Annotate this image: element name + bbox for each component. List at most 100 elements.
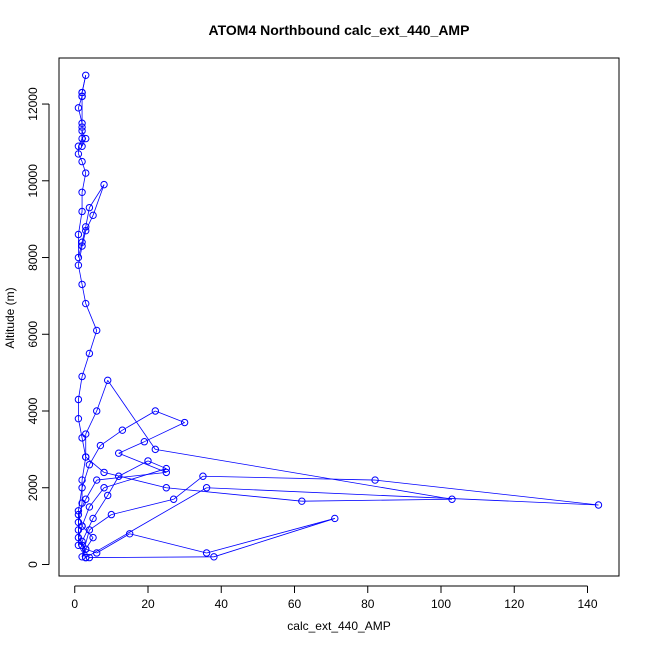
x-axis-label: calc_ext_440_AMP (287, 619, 390, 633)
series-segment (202, 475, 376, 481)
data-point (82, 430, 90, 438)
data-point (74, 518, 83, 526)
data-point (371, 476, 379, 484)
y-tick-label: 4000 (26, 397, 40, 424)
series-segment (206, 487, 599, 506)
data-point (78, 238, 86, 246)
data-point (85, 203, 94, 212)
data-point (89, 514, 97, 523)
series-segment (213, 518, 335, 558)
x-tick-label: 100 (431, 597, 451, 611)
data-point (74, 507, 83, 515)
series-segment (85, 487, 207, 558)
x-tick-label: 20 (141, 597, 155, 611)
chart-title: ATOM4 Northbound calc_ext_440_AMP (209, 22, 470, 38)
series-segment (78, 107, 83, 124)
series-segment (81, 230, 87, 247)
data-point (78, 434, 86, 442)
x-tick-label: 120 (504, 597, 524, 611)
y-tick-label: 10000 (26, 164, 40, 198)
series-segment (118, 441, 145, 454)
series-segment (96, 472, 167, 481)
data-point (78, 242, 86, 250)
data-point (100, 180, 108, 189)
data-point (78, 142, 86, 150)
data-point (89, 211, 97, 220)
y-axis-label: Altitude (m) (3, 287, 17, 348)
data-point (162, 464, 171, 473)
data-point (74, 150, 83, 158)
data-point (74, 541, 83, 549)
data-point (78, 537, 86, 546)
series-segment (206, 518, 335, 554)
y-axis: 0 2000 4000 6000 8000 10000 12000 (26, 87, 50, 568)
data-point (180, 418, 189, 427)
series-segment (85, 303, 98, 331)
series-segment (78, 529, 83, 546)
data-point (82, 495, 90, 503)
series-segment (96, 533, 130, 554)
data-point (78, 119, 86, 127)
data-point (82, 453, 90, 461)
data-point (82, 545, 90, 553)
plot-frame (58, 57, 620, 577)
data-point (594, 501, 603, 509)
series-layer (74, 71, 603, 562)
data-point (78, 134, 86, 143)
y-tick-label: 6000 (26, 321, 40, 348)
x-tick-label: 60 (288, 597, 302, 611)
data-point (78, 476, 86, 484)
data-point (151, 407, 160, 415)
data-point (202, 549, 211, 557)
data-point (74, 142, 83, 150)
data-point (115, 449, 123, 457)
series-segment (81, 464, 90, 488)
series-segment (81, 456, 87, 481)
data-point (78, 280, 86, 289)
data-point (93, 407, 101, 415)
data-point (78, 541, 86, 549)
data-point (93, 549, 101, 557)
data-point (199, 472, 207, 480)
series-segment (81, 529, 90, 557)
series-segment (81, 518, 94, 542)
x-tick-label: 140 (577, 597, 597, 611)
data-point (78, 522, 86, 530)
data-point (89, 533, 97, 542)
data-point (169, 495, 178, 503)
data-point (93, 326, 101, 335)
y-tick-label: 0 (26, 561, 40, 568)
data-point (85, 503, 94, 511)
series-segment (89, 514, 112, 531)
series-segment (78, 153, 83, 162)
x-tick-label: 40 (215, 597, 229, 611)
x-tick-label: 80 (361, 597, 375, 611)
data-point (100, 468, 108, 477)
data-point (104, 376, 112, 385)
data-point (100, 484, 108, 492)
series-segment (92, 495, 109, 519)
series-segment (85, 456, 105, 473)
series-segment (122, 410, 156, 431)
data-point (78, 372, 86, 381)
data-point (107, 510, 116, 519)
series-segment (89, 184, 105, 208)
series-segment (155, 410, 185, 423)
data-point (85, 461, 94, 469)
data-point (210, 553, 218, 561)
series-segment (166, 487, 302, 502)
data-point (78, 188, 86, 197)
series-segment (129, 533, 207, 554)
data-point (78, 207, 86, 216)
data-point (85, 553, 94, 562)
data-point (151, 445, 160, 454)
data-point (85, 526, 94, 534)
data-point (78, 553, 86, 561)
data-point (85, 349, 94, 358)
data-point (78, 92, 86, 101)
series-segment (85, 537, 94, 550)
data-point (93, 476, 101, 484)
series-segment (103, 472, 167, 489)
series-segment (78, 242, 83, 258)
